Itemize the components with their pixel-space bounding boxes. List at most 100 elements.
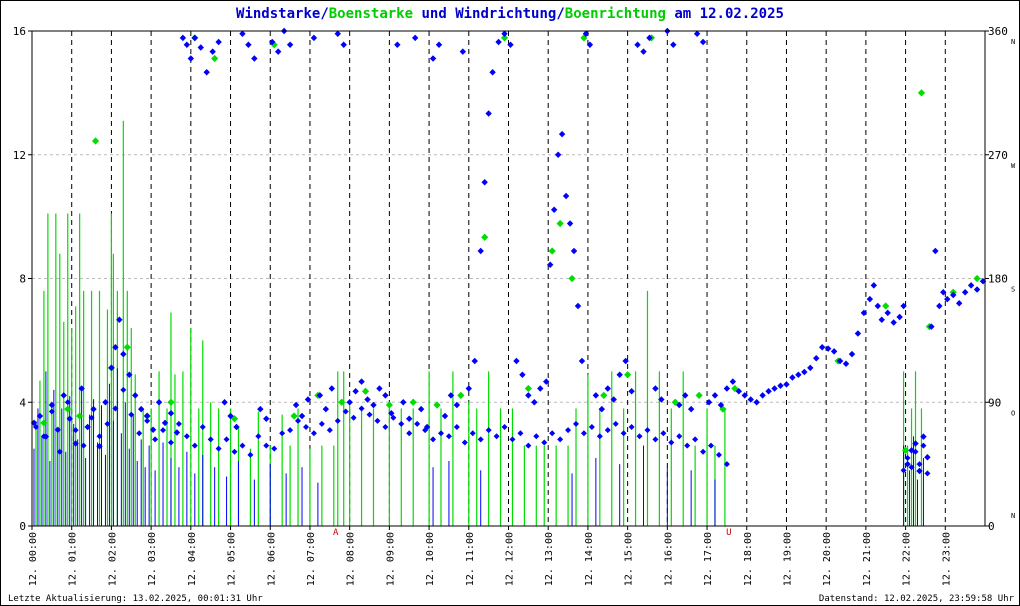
x-tick-label: 12. 20:00 [822,532,833,586]
wind-direction-point [753,399,760,406]
wind-speed-point [430,436,437,443]
wind-direction-point [979,278,987,285]
wind-direction-point [717,401,725,409]
wind-direction-point [900,302,907,310]
wind-direction-point [628,388,635,395]
wind-direction-point [120,350,127,358]
wind-direction-point [239,30,246,37]
wind-speed-point [247,451,254,458]
gust-direction-point [524,384,532,393]
wind-direction-point [610,396,617,403]
compass-direction-label: S [1011,286,1015,294]
wind-speed-point [374,417,381,424]
wind-direction-point [741,392,748,399]
wind-speed-point [390,414,397,421]
wind-direction-point [924,454,931,461]
wind-direction-point [723,385,731,392]
wind-direction-point [328,385,335,392]
wind-direction-point [42,433,50,440]
title-part: am 12.02.2025 [666,6,784,22]
wind-speed-point [565,427,572,434]
wind-speed-point [366,411,373,418]
left-tick-label: 0 [19,520,26,533]
wind-direction-point [447,392,455,399]
wind-direction-point [191,34,199,42]
gust-direction-point [433,401,441,409]
wind-direction-point [592,392,600,399]
left-tick-label: 12 [13,149,26,162]
wind-speed-point [112,405,119,412]
wind-direction-point [161,419,169,427]
wind-direction-point [382,392,389,399]
wind-direction-point [687,405,695,413]
wind-direction-point [263,415,270,422]
event-marker-label: U [726,528,731,538]
wind-direction-point [36,412,44,420]
wind-direction-point [729,378,737,385]
wind-direction-point [400,399,407,406]
wind-direction-point [406,415,413,422]
gust-direction-point [64,405,72,413]
wind-speed-point [541,439,548,446]
wind-direction-point [916,467,923,475]
wind-speed-point [620,430,627,437]
wind-direction-point [149,426,157,433]
wind-direction-point [245,41,252,48]
wind-direction-point [108,364,115,372]
wind-direction-point [513,357,520,365]
wind-direction-point [658,396,665,403]
wind-direction-point [292,401,300,409]
wind-direction-point [179,34,187,42]
wind-direction-point [257,405,264,413]
wind-direction-point [896,313,903,321]
wind-direction-point [783,381,790,388]
wind-speed-point [334,417,341,424]
wind-direction-point [771,385,778,392]
x-tick-label: 12. 05:00 [227,532,238,586]
right-tick-label: 270 [988,149,1008,162]
title-part: Boenrichtung [565,6,666,22]
wind-direction-point [801,368,808,376]
x-tick-label: 12. 12:00 [505,532,516,586]
wind-direction-point [126,371,133,378]
wind-direction-point [824,345,832,352]
wind-speed-point [501,424,508,430]
wind-speed-point [167,439,174,446]
wind-speed-point [310,430,317,437]
wind-direction-point [578,357,586,365]
wind-direction-point [860,309,868,317]
wind-direction-point [183,41,191,48]
compass-direction-label: N [1011,512,1015,520]
wind-speed-point [453,424,460,430]
wind-speed-point [80,442,87,449]
wind-direction-point [670,41,677,48]
title-part: Windstarke [236,6,320,22]
wind-direction-point [676,401,683,409]
wind-direction-point [459,48,467,55]
wind-direction-point [928,323,935,330]
wind-direction-point [310,34,318,42]
wind-direction-point [874,302,881,310]
wind-direction-point [711,392,719,399]
wind-direction-point [531,399,538,406]
wind-direction-point [735,388,743,395]
wind-speed-point [924,470,931,477]
wind-speed-point [231,448,238,455]
wind-speed-point [596,433,603,440]
wind-direction-point [453,401,461,409]
wind-speed-point [255,433,262,440]
wind-speed-point [573,420,580,427]
wind-speed-point [342,408,349,415]
wind-direction-point [60,392,67,399]
wind-speed-point [652,436,659,443]
event-marker-label: A [333,528,339,538]
wind-speed-point [183,433,190,440]
wind-speed-point [56,448,63,455]
wind-direction-point [227,412,234,420]
wind-direction-point [622,357,629,365]
wind-speed-point [215,445,222,452]
wind-direction-point [155,399,163,406]
